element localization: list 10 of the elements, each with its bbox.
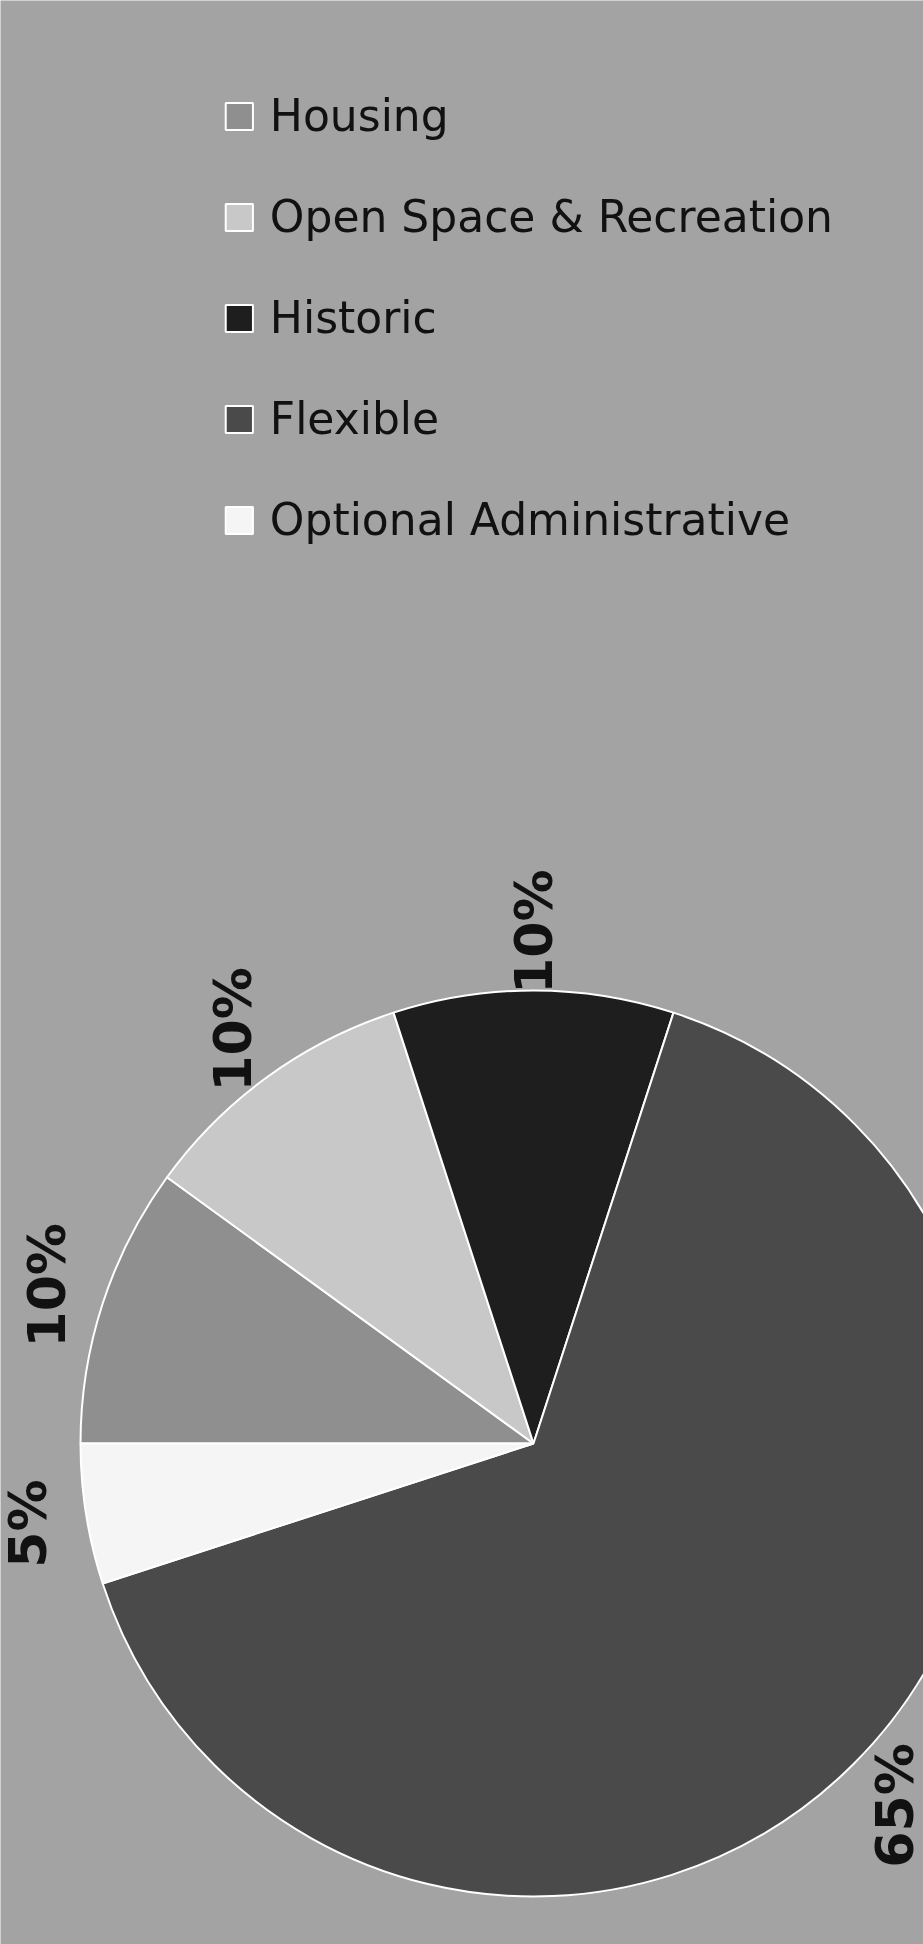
data-label: 5% [0,1479,58,1568]
legend-label: Housing [269,90,449,141]
data-label: 10% [16,1223,77,1348]
legend-label: Optional Administrative [269,494,791,545]
legend-label: Open Space & Recreation [269,191,833,242]
legend-label: Flexible [269,393,440,444]
data-label: 65% [865,1743,923,1868]
data-label: 10% [503,869,564,994]
data-label: 10% [202,967,263,1092]
legend-label: Historic [269,292,437,343]
